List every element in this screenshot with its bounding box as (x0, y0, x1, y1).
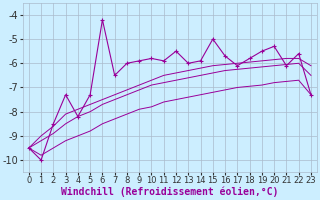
X-axis label: Windchill (Refroidissement éolien,°C): Windchill (Refroidissement éolien,°C) (61, 187, 279, 197)
